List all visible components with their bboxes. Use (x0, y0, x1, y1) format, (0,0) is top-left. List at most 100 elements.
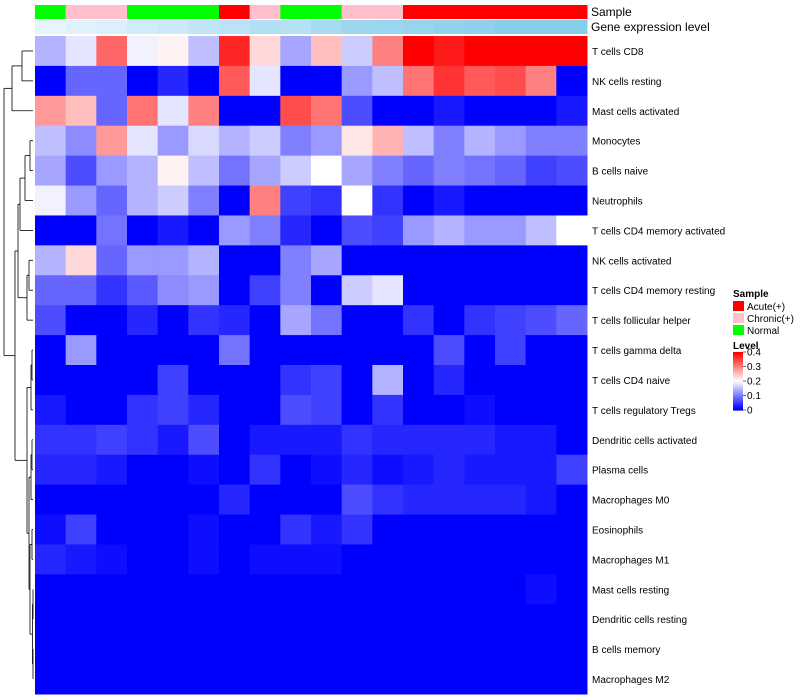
heatmap-cell (35, 65, 67, 97)
heatmap-cell (96, 155, 128, 187)
heatmap-cell (495, 125, 527, 157)
heatmap-cell (403, 514, 435, 545)
row-label: T cells CD4 memory activated (592, 226, 725, 237)
heatmap-cell (464, 394, 496, 426)
sample-annotation-cell (341, 5, 373, 19)
heatmap-cell (157, 394, 189, 426)
heatmap-cell (96, 604, 128, 635)
heatmap-cell (525, 215, 557, 246)
expression-annotation-cell (249, 20, 281, 34)
legend-gradient-step (733, 385, 743, 388)
heatmap-cell (219, 664, 251, 695)
row-dendrogram (3, 50, 34, 680)
heatmap-cell (341, 245, 373, 276)
expression-annotation-cell (280, 20, 312, 34)
heatmap-cell (372, 36, 404, 67)
expression-annotation-cell (35, 20, 67, 34)
legend-gradient-step (733, 401, 743, 404)
heatmap-cell (157, 275, 189, 306)
heatmap-cell (311, 634, 343, 665)
heatmap-cell (464, 65, 496, 97)
heatmap-cell (372, 424, 404, 456)
heatmap-cell (525, 125, 557, 157)
heatmap-cell (65, 275, 97, 306)
heatmap-cell (35, 95, 67, 127)
heatmap-cell (556, 604, 588, 635)
legend-gradient-step (733, 353, 743, 356)
row-label: Macrophages M0 (592, 496, 670, 507)
sample-annotation-cell (372, 5, 404, 19)
heatmap-cell (249, 514, 281, 545)
heatmap-cell (525, 394, 557, 426)
heatmap-cell (127, 185, 159, 216)
heatmap-cell (403, 95, 435, 127)
heatmap-cell (556, 664, 588, 695)
heatmap-cell (280, 36, 312, 67)
heatmap-cell (525, 664, 557, 695)
heatmap-cell (433, 125, 465, 157)
heatmap-cell (495, 424, 527, 456)
heatmap-cell (495, 544, 527, 575)
heatmap-cell (495, 305, 527, 336)
expression-annotation-cell (65, 20, 97, 34)
row-label: Monocytes (592, 137, 640, 148)
heatmap-cell (249, 664, 281, 695)
heatmap-cell (249, 454, 281, 486)
heatmap-cell (219, 155, 251, 187)
heatmap-cell (96, 454, 128, 486)
heatmap-cell (311, 394, 343, 426)
heatmap-cell (35, 514, 67, 545)
heatmap-cell (280, 394, 312, 426)
heatmap-cell (188, 664, 220, 695)
heatmap-cell (35, 125, 67, 157)
heatmap-cell (157, 155, 189, 187)
heatmap-cell (280, 125, 312, 157)
heatmap-cell (219, 245, 251, 276)
heatmap-cell (403, 305, 435, 336)
heatmap-cell (127, 544, 159, 575)
annotation-label-expression: Gene expression level (591, 20, 710, 34)
legend-gradient-step (733, 352, 743, 355)
expression-annotation-cell (403, 20, 435, 34)
heatmap-cell (280, 305, 312, 336)
heatmap-cell (65, 155, 97, 187)
heatmap-cell (372, 305, 404, 336)
heatmap-cell (219, 484, 251, 516)
heatmap-cell (372, 365, 404, 396)
heatmap-cell (96, 245, 128, 276)
legend-level-title: Level (733, 341, 759, 352)
legend-gradient-step (733, 360, 743, 363)
row-label: Dendritic cells resting (592, 615, 687, 626)
heatmap-cell (188, 574, 220, 605)
row-label: T cells follicular helper (592, 316, 691, 327)
heatmap-cell (249, 185, 281, 216)
heatmap-cell (188, 365, 220, 396)
heatmap-cell (127, 95, 159, 127)
heatmap-cell (127, 574, 159, 605)
heatmap-cell (341, 604, 373, 635)
heatmap-cell (35, 664, 67, 695)
heatmap-cell (311, 574, 343, 605)
heatmap-cell (249, 125, 281, 157)
heatmap-cell (65, 95, 97, 127)
heatmap-cell (433, 454, 465, 486)
heatmap-cell (403, 65, 435, 97)
legend-label: Chronic(+) (747, 314, 794, 325)
heatmap-cell (219, 604, 251, 635)
heatmap-cell (311, 215, 343, 246)
heatmap-cell (403, 544, 435, 575)
heatmap-cell (556, 36, 588, 67)
legend-tick-label: 0.1 (747, 391, 761, 402)
legend-gradient-step (733, 373, 743, 376)
heatmap-cell (433, 484, 465, 516)
heatmap-cell (65, 604, 97, 635)
heatmap-cell (341, 574, 373, 605)
heatmap-cell (35, 245, 67, 276)
heatmap-cell (433, 245, 465, 276)
heatmap-cell (311, 305, 343, 336)
heatmap-cell (249, 215, 281, 246)
heatmap-cell (65, 544, 97, 575)
legend-gradient-step (733, 392, 743, 395)
heatmap-cell (341, 305, 373, 336)
